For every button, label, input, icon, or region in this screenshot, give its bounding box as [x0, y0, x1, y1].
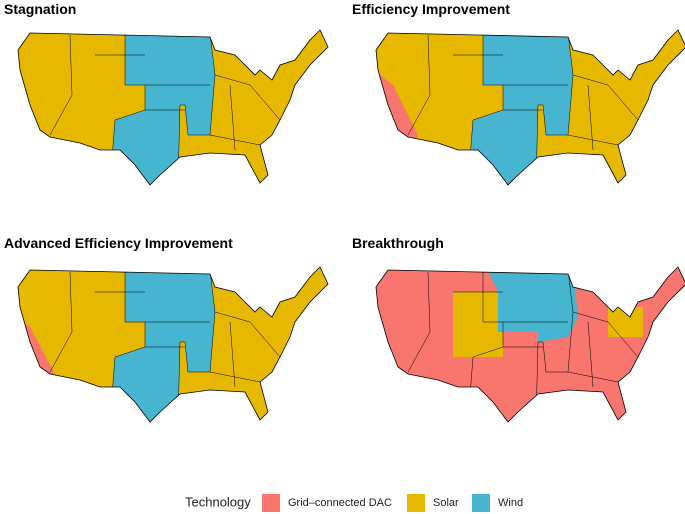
- panel-title: Advanced Efficiency Improvement: [4, 235, 233, 251]
- legend-swatch: [407, 494, 425, 512]
- panel-title: Breakthrough: [352, 235, 444, 251]
- panel-title: Efficiency Improvement: [352, 1, 510, 17]
- legend-title: Technology: [185, 494, 251, 509]
- legend: Technology Grid–connected DAC Solar Wind: [185, 494, 523, 512]
- legend-label: Solar: [433, 497, 459, 509]
- legend-swatch: [472, 494, 490, 512]
- map-panel: [375, 266, 685, 423]
- legend-label: Grid–connected DAC: [288, 497, 392, 509]
- map-panel: [17, 29, 329, 186]
- panel-title: Stagnation: [4, 1, 76, 17]
- map-panel: [375, 29, 685, 186]
- map-panel: [17, 266, 329, 423]
- legend-label: Wind: [498, 497, 523, 509]
- legend-swatch: [262, 494, 280, 512]
